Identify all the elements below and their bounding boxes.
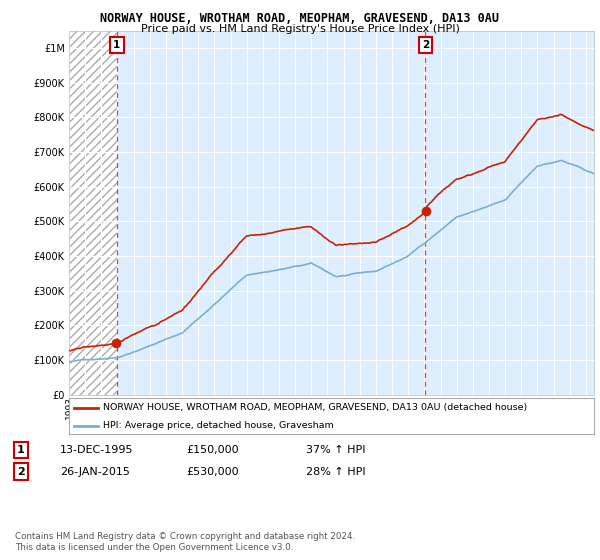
Text: £150,000: £150,000 bbox=[186, 445, 239, 455]
Text: HPI: Average price, detached house, Gravesham: HPI: Average price, detached house, Grav… bbox=[103, 422, 334, 431]
Text: 37% ↑ HPI: 37% ↑ HPI bbox=[306, 445, 365, 455]
Text: Contains HM Land Registry data © Crown copyright and database right 2024.
This d: Contains HM Land Registry data © Crown c… bbox=[15, 532, 355, 552]
Text: 1: 1 bbox=[113, 40, 121, 50]
Text: Price paid vs. HM Land Registry's House Price Index (HPI): Price paid vs. HM Land Registry's House … bbox=[140, 24, 460, 34]
Text: NORWAY HOUSE, WROTHAM ROAD, MEOPHAM, GRAVESEND, DA13 0AU: NORWAY HOUSE, WROTHAM ROAD, MEOPHAM, GRA… bbox=[101, 12, 499, 25]
Text: 2: 2 bbox=[17, 466, 25, 477]
Text: NORWAY HOUSE, WROTHAM ROAD, MEOPHAM, GRAVESEND, DA13 0AU (detached house): NORWAY HOUSE, WROTHAM ROAD, MEOPHAM, GRA… bbox=[103, 403, 527, 412]
Text: 1: 1 bbox=[17, 445, 25, 455]
Text: 13-DEC-1995: 13-DEC-1995 bbox=[60, 445, 133, 455]
Text: £530,000: £530,000 bbox=[186, 466, 239, 477]
Text: 26-JAN-2015: 26-JAN-2015 bbox=[60, 466, 130, 477]
Text: 28% ↑ HPI: 28% ↑ HPI bbox=[306, 466, 365, 477]
Text: 2: 2 bbox=[422, 40, 429, 50]
Bar bbox=[69, 31, 117, 395]
